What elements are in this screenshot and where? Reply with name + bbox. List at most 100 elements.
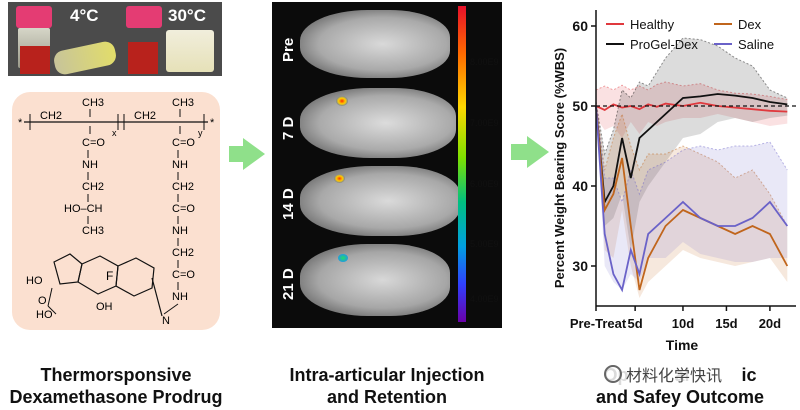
x-tick-label-0: Pre-Treat xyxy=(570,316,627,331)
colorbar-tick-5: 5.00E9 xyxy=(470,239,499,249)
mouse-21d xyxy=(300,244,450,316)
arrow-1-shaft xyxy=(229,146,245,162)
line-saline xyxy=(595,105,789,293)
subscript-y: y xyxy=(198,128,203,138)
fluorine-label: F xyxy=(106,269,113,283)
backbone-ch2-2: CH2 xyxy=(134,110,156,122)
c-eq-o-right-2: C=O xyxy=(172,203,195,215)
mouse-7d xyxy=(300,88,456,158)
x-tick-label-2: 10d xyxy=(672,316,694,331)
day-label-7d: 7 D xyxy=(280,116,297,140)
watermark: 材料化学快讯 xyxy=(600,362,727,386)
ch2-right-1: CH2 xyxy=(172,181,194,193)
c-eq-o-right-3: C=O xyxy=(172,269,195,281)
ho-terminal: HO xyxy=(36,309,53,321)
band-progel-dex xyxy=(596,38,788,250)
day-label-14d: 14 D xyxy=(280,188,297,220)
mouse-pre xyxy=(300,10,450,78)
nh-right-3: NH xyxy=(172,291,188,303)
red-block-2 xyxy=(128,42,158,74)
colorbar xyxy=(458,6,466,322)
band-upper-saline xyxy=(595,101,788,204)
ch3-left: CH3 xyxy=(82,97,104,109)
band-saline xyxy=(596,102,788,290)
caption-injection: Intra-articular Injection and Retention xyxy=(262,364,512,408)
prodrug-structure-box: * * CH2 CH2 x y CH3 C=O NH CH2 HO–CH CH3… xyxy=(12,92,220,330)
backbone-ch2-1: CH2 xyxy=(40,110,62,122)
ho-steroid: HO xyxy=(26,275,43,287)
vial-30c-cap xyxy=(126,6,162,28)
band-upper-healthy xyxy=(595,81,788,101)
c-eq-o-right-1: C=O xyxy=(172,137,195,149)
signal-7d xyxy=(336,96,348,106)
legend-label-2: ProGel-Dex xyxy=(630,37,698,52)
watermark-text: 材料化学快讯 xyxy=(626,366,723,385)
line-dex xyxy=(595,105,789,291)
steroid-skeleton xyxy=(53,253,163,317)
caption-prodrug-line1: Thermorsponsive xyxy=(40,365,192,385)
y-tick-label-40: 40 xyxy=(572,178,588,194)
day-label-21d: 21 D xyxy=(280,268,297,300)
arrow-1 xyxy=(243,138,265,170)
y-tick-label-30: 30 xyxy=(572,258,588,274)
colorbar-tick-4: 4.00E9 xyxy=(470,294,499,304)
arrow-2 xyxy=(527,136,549,168)
band-upper-progel-dex xyxy=(595,37,788,156)
caption-outcome-line2: and Safey Outcome xyxy=(595,387,765,407)
chain-end-right: * xyxy=(210,117,215,129)
vial-photo-panel: 4°C 30°C xyxy=(8,2,222,77)
caption-prodrug-line2: Dexamethasone Prodrug xyxy=(9,387,223,407)
ch3-right: CH3 xyxy=(172,97,194,109)
chart-axes: 30 40 50 60 Pre-Treat 5d 10d 15d 20d xyxy=(570,10,796,331)
red-block-1 xyxy=(20,46,50,74)
vial-label-4c: 4°C xyxy=(70,6,99,25)
x-tick-label-4: 20d xyxy=(759,316,781,331)
caption-injection-line2: and Retention xyxy=(327,387,447,407)
caption-prodrug: Thermorsponsive Dexamethasone Prodrug xyxy=(0,364,232,408)
y-axis-label: Percent Weight Bearing Score (%WBS) xyxy=(552,48,567,288)
legend-label-0: Healthy xyxy=(630,17,675,32)
ivis-image-panel: Pre 7 D 14 D 21 D 8.00E9 7.00E9 6.00E9 5… xyxy=(272,2,502,328)
signal-21d xyxy=(338,254,348,262)
band-dex xyxy=(596,102,788,298)
vial-4c-cap xyxy=(16,6,52,28)
oh-steroid: OH xyxy=(96,301,113,313)
watermark-icon xyxy=(604,365,622,383)
chain-end-left: * xyxy=(18,117,23,129)
n-hydrazone: N xyxy=(162,315,170,327)
ch3-left-end: CH3 xyxy=(82,225,104,237)
chart-lines xyxy=(595,93,796,293)
x-tick-label-1: 5d xyxy=(628,316,643,331)
ho-ch-left: HO–CH xyxy=(64,203,103,215)
chart-bands xyxy=(595,37,788,298)
vial-label-30c: 30°C xyxy=(168,6,206,25)
x-axis-label: Time xyxy=(666,337,699,350)
colorbar-tick-6: 6.00E9 xyxy=(470,179,499,189)
ch2-left: CH2 xyxy=(82,181,104,193)
subscript-x: x xyxy=(112,128,117,138)
y-tick-label-60: 60 xyxy=(572,18,588,34)
wbs-chart: 30 40 50 60 Pre-Treat 5d 10d 15d 20d Percent Wei… xyxy=(552,10,796,350)
nh-right-2: NH xyxy=(172,225,188,237)
y-tick-label-50: 50 xyxy=(572,98,588,114)
vial-4c-liquid xyxy=(52,39,118,77)
c-eq-o-left: C=O xyxy=(82,137,105,149)
nh-left: NH xyxy=(82,159,98,171)
x-tick-label-3: 15d xyxy=(715,316,737,331)
vial-30c-body xyxy=(166,30,214,72)
chart-legend: Healthy Dex ProGel-Dex Saline xyxy=(606,17,774,52)
nh-right-1: NH xyxy=(172,159,188,171)
mouse-14d xyxy=(300,166,460,236)
prodrug-structure-svg: * * CH2 CH2 x y CH3 C=O NH CH2 HO–CH CH3… xyxy=(18,97,215,327)
caption-injection-line1: Intra-articular Injection xyxy=(289,365,485,385)
band-upper-dex xyxy=(595,101,788,227)
colorbar-tick-7: 7.00E9 xyxy=(470,118,499,128)
o-carbonyl: O xyxy=(38,295,47,307)
legend-label-3: Saline xyxy=(738,37,774,52)
day-label-pre: Pre xyxy=(280,37,297,62)
arrow-2-shaft xyxy=(511,144,527,160)
legend-label-1: Dex xyxy=(738,17,762,32)
ch2-right-2: CH2 xyxy=(172,247,194,259)
line-progel-dex xyxy=(595,93,788,206)
colorbar-tick-8: 8.00E9 xyxy=(470,57,499,67)
